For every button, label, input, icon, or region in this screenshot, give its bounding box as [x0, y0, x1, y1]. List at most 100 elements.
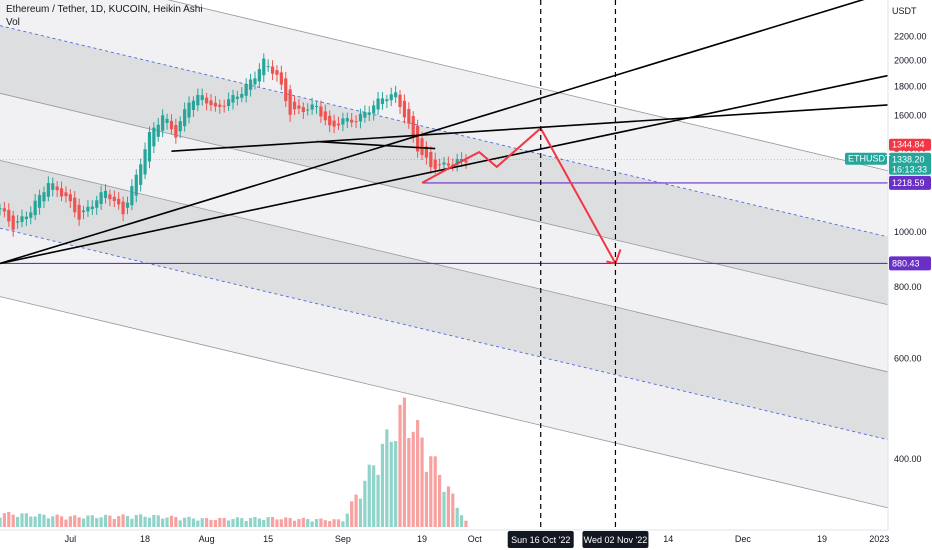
volume-bar	[165, 517, 169, 527]
volume-bar	[139, 514, 143, 527]
candle-body	[310, 104, 314, 110]
trend-line[interactable]	[0, 0, 884, 265]
prev-close-tag-bg	[889, 138, 931, 151]
projection-path[interactable]	[421, 126, 617, 264]
y-tick-label: 2000.00	[894, 55, 927, 65]
volume-bar	[310, 521, 314, 527]
candles	[0, 53, 468, 237]
volume-bar	[451, 493, 455, 527]
candle-body	[279, 72, 283, 85]
candle-body	[95, 200, 99, 208]
volume-bar	[2, 513, 6, 527]
candle-body	[244, 83, 248, 96]
prev-close-tag[interactable]: 1344.84	[889, 138, 931, 151]
candle-body	[169, 120, 174, 130]
candle-body	[314, 106, 319, 108]
candle-body	[139, 164, 143, 185]
volume-bar	[372, 465, 376, 527]
volume-bar	[416, 420, 420, 527]
level-tag-1218[interactable]: 1218.59	[889, 175, 931, 190]
last-price-countdown: 16:13:33	[892, 165, 927, 175]
volume-bar	[433, 456, 437, 527]
volume-bar	[314, 519, 319, 527]
volume-bar	[161, 518, 165, 527]
candle-body	[174, 124, 178, 138]
candle-body	[11, 215, 15, 230]
channel-boundary-line	[0, 159, 889, 373]
volume-bar	[350, 501, 354, 527]
trend-line[interactable]	[0, 74, 889, 265]
candle-body	[112, 196, 116, 201]
candle-body	[354, 121, 358, 123]
volume-bar	[0, 517, 2, 527]
candle-body	[248, 79, 253, 90]
volume-bar	[20, 513, 24, 527]
candle-body	[2, 208, 6, 212]
candle-body	[143, 149, 147, 175]
volume-bar	[205, 518, 209, 527]
trend-lines[interactable]	[0, 0, 889, 265]
trend-line[interactable]	[171, 104, 889, 153]
candle-body	[257, 69, 261, 82]
volume-bar	[209, 519, 213, 527]
volume-bar	[345, 513, 349, 527]
date-marker-label[interactable]: Sun 16 Oct '22	[507, 531, 574, 548]
volume-bar	[385, 429, 389, 527]
volume-bar	[301, 517, 305, 527]
volume-indicator-label[interactable]: Vol	[6, 17, 20, 28]
candle-body	[42, 192, 46, 202]
volume-bar	[174, 516, 178, 527]
candle-body	[121, 201, 125, 215]
last-price-value: 1338.20	[892, 155, 925, 165]
volume-bar	[68, 516, 72, 527]
y-tick-label: 600.00	[894, 353, 922, 363]
volume-bar	[15, 516, 20, 527]
channel-boundary-line	[0, 92, 889, 306]
horizontal-levels[interactable]	[0, 182, 888, 265]
candle-body	[394, 92, 398, 98]
volume-bar	[336, 519, 341, 527]
x-tick-label: 2023	[869, 534, 889, 544]
candle-body	[323, 111, 327, 121]
volume-bar	[213, 520, 218, 527]
date-marker-label[interactable]: Wed 02 Nov '22	[582, 531, 649, 548]
x-tick-label: Oct	[468, 534, 483, 544]
x-tick-label: 18	[140, 534, 150, 544]
candle-body	[117, 198, 121, 205]
candle-body	[165, 118, 169, 123]
symbol-tag[interactable]: ETHUSDT	[845, 152, 891, 165]
regression-channel[interactable]	[0, 0, 889, 509]
candle-body	[37, 195, 42, 208]
trend-line[interactable]	[316, 140, 436, 150]
candle-body	[108, 194, 112, 200]
volume-bar	[411, 431, 415, 527]
volume-bar	[200, 518, 204, 527]
candle-body	[7, 209, 11, 222]
candle-body	[429, 152, 433, 168]
prev-close-tag-text: 1344.84	[892, 140, 925, 150]
candle-body	[284, 78, 288, 102]
volume-bar	[389, 441, 393, 527]
volume-bar	[270, 517, 275, 527]
date-marker-label-bg	[582, 531, 649, 548]
candle-body	[336, 123, 341, 126]
volume-bar	[459, 515, 464, 527]
volume-bar	[103, 514, 108, 527]
candle-body	[288, 89, 292, 115]
candle-body	[319, 106, 323, 117]
candle-body	[332, 120, 336, 127]
candle-body	[446, 163, 450, 166]
candle-body	[455, 159, 459, 165]
volume-bar	[59, 516, 64, 527]
time-axis-bg	[0, 530, 932, 550]
volume-bar	[262, 519, 266, 527]
volume-bar	[394, 441, 398, 527]
volume-bar	[51, 516, 55, 527]
candle-body	[213, 102, 218, 107]
volume-bar	[248, 517, 253, 527]
channel-band	[0, 228, 888, 508]
level-tag-880[interactable]: 880.43	[889, 256, 931, 271]
